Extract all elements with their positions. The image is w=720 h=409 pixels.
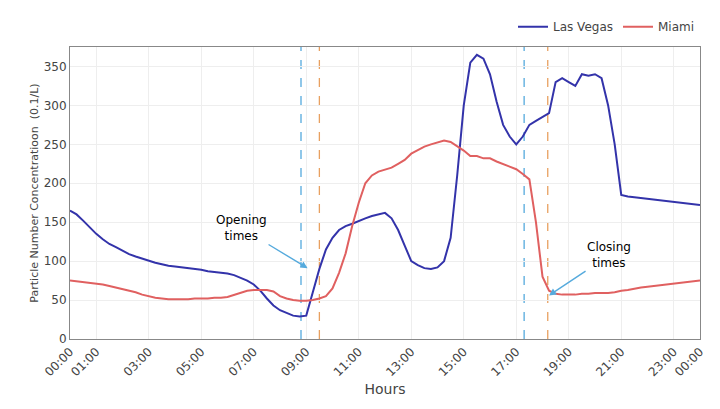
svg-text:Closingtimes: Closingtimes [587,240,631,270]
svg-text:03:00: 03:00 [121,345,155,379]
svg-text:150: 150 [44,215,67,229]
svg-text:05:00: 05:00 [173,345,207,379]
svg-text:200: 200 [44,176,67,190]
svg-text:23:00: 23:00 [646,345,680,379]
svg-text:00:00: 00:00 [672,345,706,379]
svg-text:01:00: 01:00 [68,345,102,379]
svg-text:Las Vegas: Las Vegas [553,20,613,34]
svg-text:Particle Number Concentratioon: Particle Number Concentratioon (0.1/L) [28,83,41,302]
svg-text:100: 100 [44,254,67,268]
svg-text:19:00: 19:00 [541,345,575,379]
svg-text:Miami: Miami [658,20,694,34]
svg-text:0: 0 [59,332,67,346]
svg-text:00:00: 00:00 [42,345,76,379]
svg-text:300: 300 [44,99,67,113]
svg-text:350: 350 [44,60,67,74]
svg-text:Openingtimes: Openingtimes [216,213,267,243]
svg-text:15:00: 15:00 [436,345,470,379]
svg-text:50: 50 [51,293,66,307]
svg-text:11:00: 11:00 [331,345,365,379]
svg-text:09:00: 09:00 [278,345,312,379]
svg-text:13:00: 13:00 [383,345,417,379]
svg-text:Hours: Hours [364,381,405,397]
svg-text:21:00: 21:00 [593,345,627,379]
svg-text:17:00: 17:00 [488,345,522,379]
svg-text:07:00: 07:00 [226,345,260,379]
svg-text:250: 250 [44,138,67,152]
